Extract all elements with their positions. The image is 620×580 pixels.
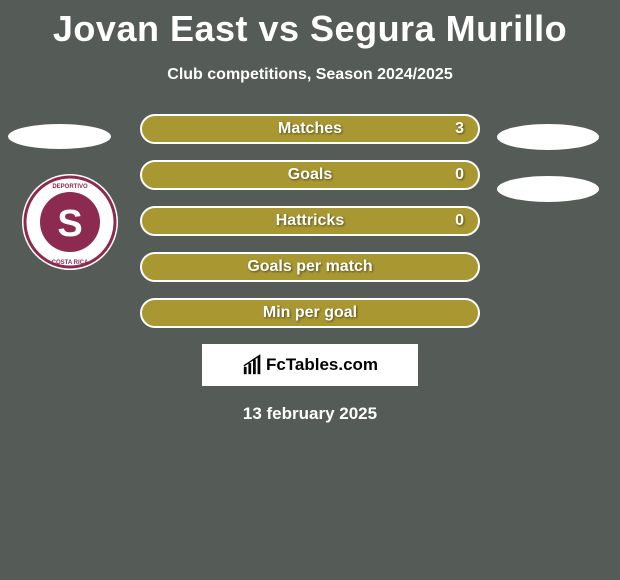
- svg-text:S: S: [57, 203, 82, 245]
- page-title: Jovan East vs Segura Murillo: [0, 0, 620, 50]
- footer-brand-box: FcTables.com: [202, 344, 418, 386]
- subtitle: Club competitions, Season 2024/2025: [0, 66, 620, 84]
- stat-value: 3: [455, 120, 464, 138]
- stat-label: Goals: [142, 166, 478, 184]
- brand-text: FcTables.com: [266, 355, 378, 375]
- brand-logo: FcTables.com: [242, 354, 378, 376]
- team-badge-icon: S DEPORTIVO COSTA RICA: [20, 172, 120, 272]
- stat-label: Hattricks: [142, 212, 478, 230]
- stat-bar-goals-per-match: Goals per match: [140, 252, 480, 282]
- stat-bar-goals: Goals 0: [140, 160, 480, 190]
- svg-text:DEPORTIVO: DEPORTIVO: [52, 184, 88, 190]
- stats-bars: Matches 3 Goals 0 Hattricks 0 Goals per …: [140, 114, 480, 328]
- stat-bar-hattricks: Hattricks 0: [140, 206, 480, 236]
- date-label: 13 february 2025: [0, 404, 620, 424]
- stat-label: Goals per match: [142, 258, 478, 276]
- player-photo-placeholder-left: [8, 124, 111, 149]
- stat-label: Matches: [142, 120, 478, 138]
- stat-bar-min-per-goal: Min per goal: [140, 298, 480, 328]
- svg-text:COSTA RICA: COSTA RICA: [52, 260, 89, 266]
- stat-value: 0: [455, 166, 464, 184]
- stat-label: Min per goal: [142, 304, 478, 322]
- player-photo-placeholder-right-2: [497, 176, 599, 202]
- player-photo-placeholder-right-1: [497, 124, 599, 150]
- stat-bar-matches: Matches 3: [140, 114, 480, 144]
- stat-value: 0: [455, 212, 464, 230]
- chart-icon: [242, 354, 264, 376]
